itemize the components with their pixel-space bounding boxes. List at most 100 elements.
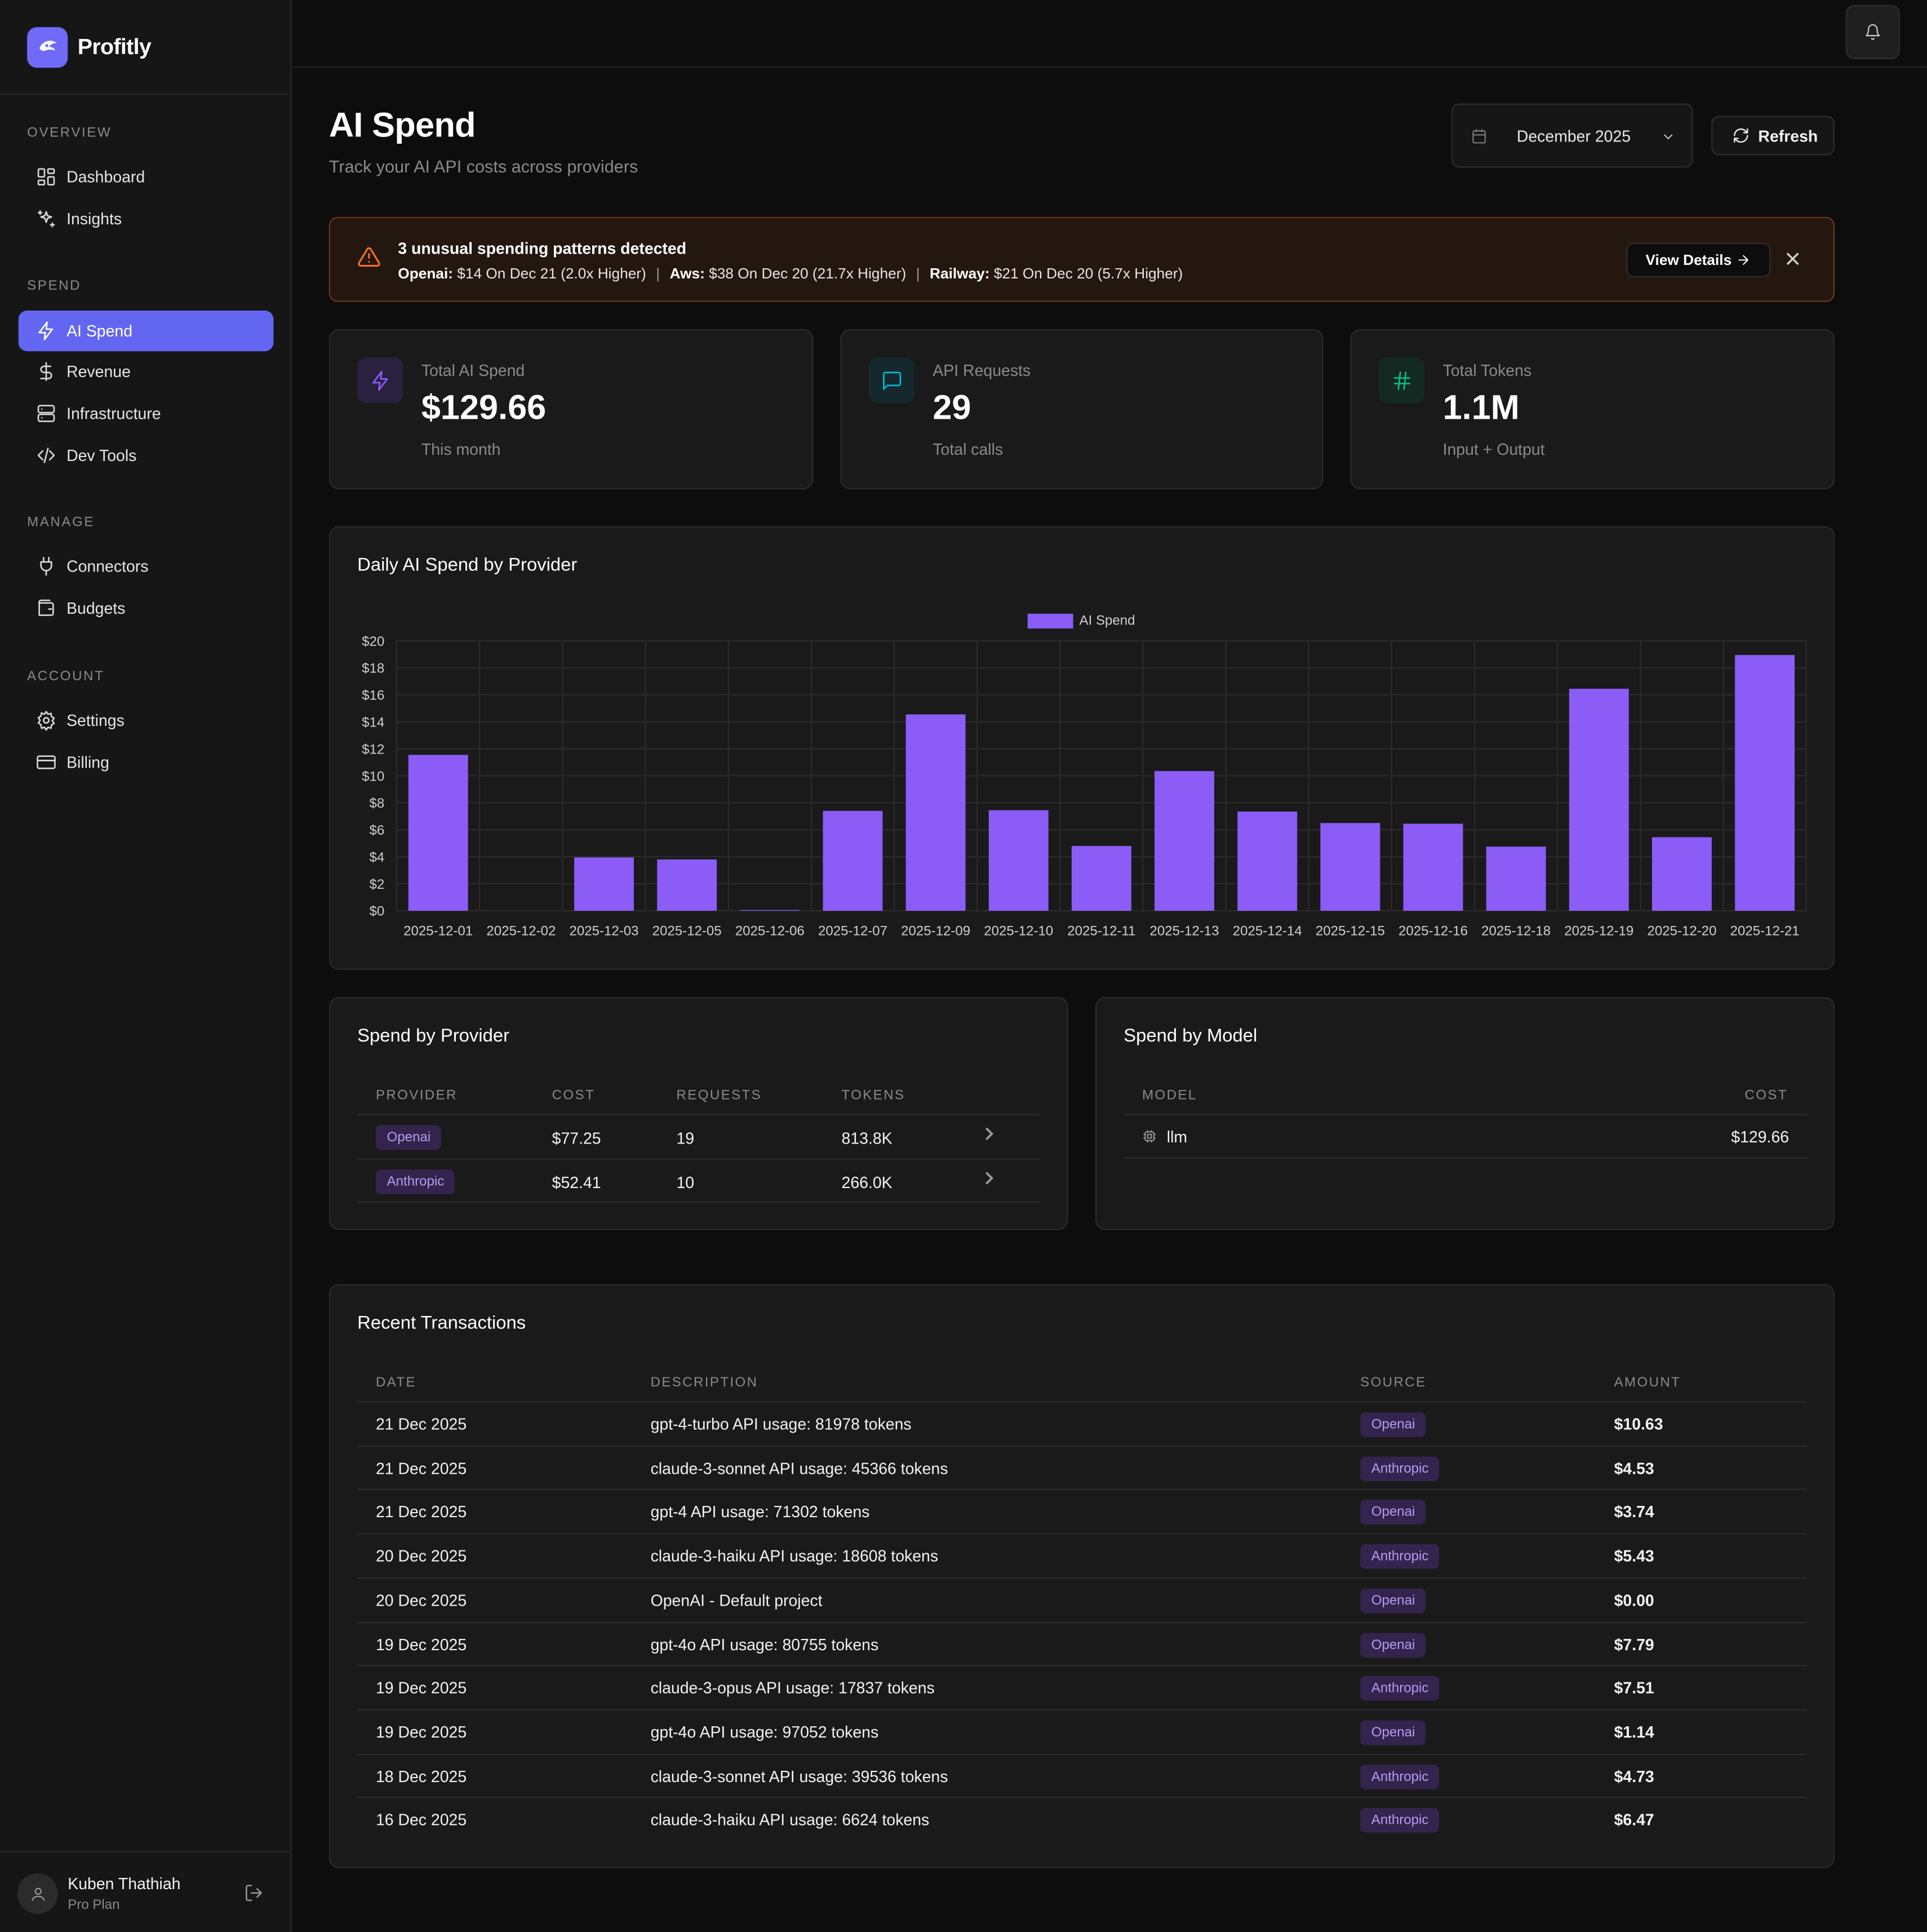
bar-2025-12-19[interactable] [1569, 689, 1629, 911]
x-tick-label: 2025-12-21 [1730, 924, 1800, 939]
stat-note: This month [421, 440, 501, 459]
table-row[interactable]: 19 Dec 2025 gpt-4o API usage: 97052 token… [357, 1709, 1806, 1754]
source-badge: Anthropic [1360, 1808, 1440, 1833]
bar-2025-12-11[interactable] [1071, 846, 1131, 911]
y-tick-label: $8 [370, 796, 385, 811]
transaction-date: 20 Dec 2025 [375, 1590, 467, 1610]
table-row[interactable]: llm $129.66 [1124, 1114, 1808, 1159]
logout-icon[interactable] [244, 1883, 264, 1903]
server-icon [37, 405, 55, 422]
sidebar-item-label: Connectors [66, 557, 149, 576]
sidebar-item-insights[interactable]: Insights [19, 198, 274, 239]
sidebar-item-label: Dashboard [66, 167, 145, 187]
table-row[interactable]: Openai $77.25 19 813.8K [357, 1114, 1040, 1159]
stat-value: 29 [933, 388, 971, 427]
bar-2025-12-10[interactable] [988, 810, 1049, 911]
table-row[interactable]: 18 Dec 2025 claude-3-sonnet API usage: 39… [357, 1753, 1806, 1798]
transaction-date: 21 Dec 2025 [375, 1503, 467, 1522]
chart-legend[interactable]: AI Spend [1027, 613, 1135, 629]
bar-2025-12-09[interactable] [905, 714, 966, 911]
column-header-amount: AMOUNT [1614, 1375, 1681, 1390]
transaction-amount: $4.73 [1614, 1766, 1654, 1785]
stat-note: Input + Output [1442, 440, 1545, 459]
sidebar-item-settings[interactable]: Settings [19, 700, 274, 741]
sidebar-item-budgets[interactable]: Budgets [19, 588, 274, 628]
source-badge: Openai [1360, 1632, 1427, 1658]
bar-2025-12-07[interactable] [823, 810, 883, 911]
bar-2025-12-16[interactable] [1403, 823, 1463, 911]
user-name: Kuben Thathiah [68, 1874, 181, 1893]
chevron-right-icon[interactable] [983, 1128, 996, 1140]
provider-badge: Anthropic [375, 1169, 455, 1194]
sidebar-item-ai-spend[interactable]: AI Spend [18, 311, 274, 352]
bar-2025-12-14[interactable] [1237, 811, 1298, 911]
table-row[interactable]: 21 Dec 2025 claude-3-sonnet API usage: 45… [357, 1445, 1806, 1490]
bar-2025-12-06[interactable] [740, 910, 800, 911]
sidebar-item-connectors[interactable]: Connectors [19, 546, 274, 587]
bar-2025-12-18[interactable] [1486, 847, 1546, 911]
bar-2025-12-01[interactable] [408, 755, 468, 911]
transaction-amount: $7.79 [1614, 1634, 1654, 1654]
sidebar-item-label: Billing [66, 753, 109, 772]
table-row[interactable]: 21 Dec 2025 gpt-4-turbo API usage: 81978 … [357, 1401, 1806, 1446]
table-row[interactable]: 20 Dec 2025 claude-3-haiku API usage: 186… [357, 1533, 1806, 1577]
provider-tokens: 266.0K [841, 1173, 893, 1192]
stat-card-api-requests: API Requests 29 Total calls [840, 329, 1324, 490]
stat-value: $129.66 [421, 388, 547, 427]
view-details-button[interactable]: View Details [1626, 242, 1771, 278]
table-row[interactable]: 16 Dec 2025 claude-3-haiku API usage: 662… [357, 1797, 1806, 1842]
table-row[interactable]: 20 Dec 2025 OpenAI - Default project Opena… [357, 1577, 1806, 1622]
y-tick-label: $4 [370, 850, 385, 865]
brand[interactable]: Profitly [0, 0, 291, 95]
bar-2025-12-15[interactable] [1320, 823, 1380, 911]
table-row[interactable]: 19 Dec 2025 gpt-4o API usage: 80755 token… [357, 1621, 1806, 1666]
transaction-description: gpt-4 API usage: 71302 tokens [650, 1503, 870, 1522]
sidebar-item-dashboard[interactable]: Dashboard [19, 157, 274, 197]
month-selector[interactable]: December 2025 [1451, 103, 1693, 168]
sidebar-item-billing[interactable]: Billing [19, 742, 274, 782]
x-tick-label: 2025-12-19 [1564, 924, 1633, 939]
x-tick-label: 2025-12-16 [1398, 924, 1468, 939]
bar-2025-12-03[interactable] [574, 857, 634, 911]
notifications-button[interactable] [1845, 5, 1900, 59]
column-header-provider: PROVIDER [375, 1088, 458, 1104]
model-name: llm [1166, 1127, 1188, 1146]
chart-title: Daily AI Spend by Provider [357, 555, 578, 576]
model-table-title: Spend by Model [1124, 1025, 1258, 1047]
alert-provider: Openai: [398, 265, 453, 282]
column-header-date: DATE [375, 1375, 416, 1390]
dollar-icon [40, 362, 52, 382]
transaction-amount: $1.14 [1614, 1722, 1654, 1742]
bar-2025-12-21[interactable] [1735, 655, 1795, 911]
y-tick-label: $20 [362, 634, 384, 649]
source-badge: Anthropic [1360, 1456, 1440, 1481]
sidebar-item-revenue[interactable]: Revenue [19, 351, 274, 392]
refresh-button[interactable]: Refresh [1711, 116, 1835, 156]
x-tick-label: 2025-12-11 [1067, 924, 1135, 939]
anomaly-alert: 3 unusual spending patterns detected Ope… [328, 216, 1835, 302]
alert-title: 3 unusual spending patterns detected [398, 239, 687, 258]
transaction-description: claude-3-haiku API usage: 6624 tokens [650, 1810, 930, 1829]
chevron-right-icon[interactable] [983, 1172, 996, 1185]
credit-card-icon [37, 755, 56, 769]
bar-2025-12-20[interactable] [1651, 837, 1712, 911]
transaction-date: 20 Dec 2025 [375, 1547, 467, 1566]
transaction-date: 19 Dec 2025 [375, 1722, 467, 1742]
sidebar-item-label: AI Spend [66, 321, 133, 340]
table-row[interactable]: 19 Dec 2025 claude-3-opus API usage: 1783… [357, 1665, 1806, 1710]
bar-2025-12-13[interactable] [1155, 771, 1215, 911]
bar-2025-12-05[interactable] [657, 859, 717, 911]
transaction-description: gpt-4o API usage: 97052 tokens [650, 1722, 879, 1742]
user-icon [31, 1887, 44, 1900]
sidebar-item-dev-tools[interactable]: Dev Tools [19, 435, 274, 476]
sidebar-item-infrastructure[interactable]: Infrastructure [19, 393, 274, 434]
table-row[interactable]: 21 Dec 2025 gpt-4 API usage: 71302 tokens… [357, 1489, 1806, 1534]
transaction-amount: $0.00 [1614, 1590, 1654, 1610]
close-icon[interactable] [1786, 251, 1800, 266]
user-profile[interactable]: Kuben Thathiah Pro Plan [0, 1851, 292, 1932]
provider-tokens: 813.8K [841, 1129, 893, 1147]
table-row[interactable]: Anthropic $52.41 10 266.0K [357, 1158, 1040, 1203]
transaction-description: claude-3-opus API usage: 17837 tokens [650, 1678, 935, 1698]
section-label-manage: MANAGE [27, 515, 95, 530]
